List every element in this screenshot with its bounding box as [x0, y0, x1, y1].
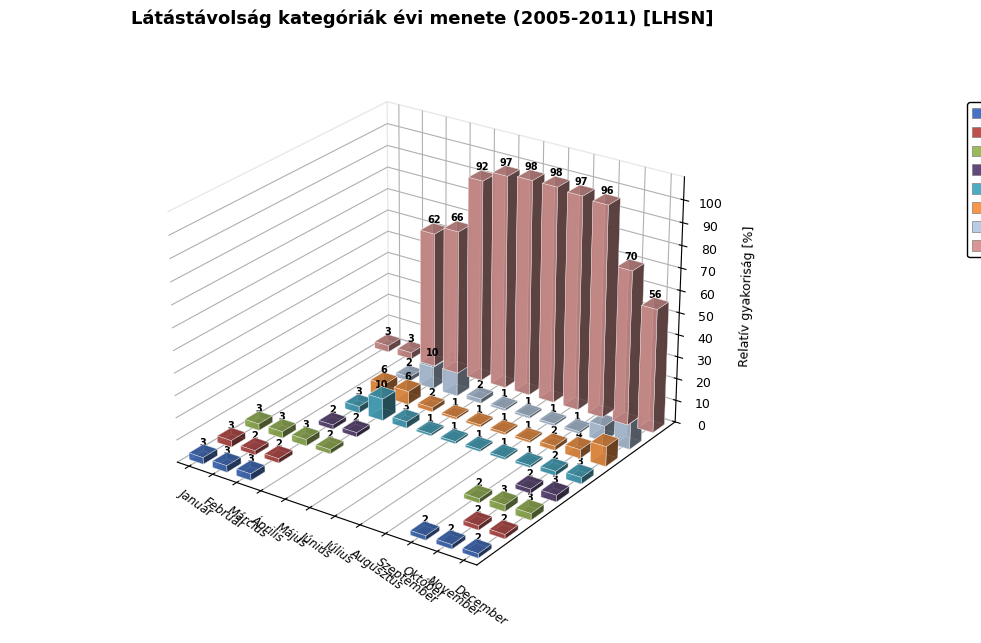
Legend: ≤ 150 m, 150 m < vis ≤ 350 m, 350 m < vis ≤ 600 m, 600 m < vis ≤ 800 m, 800 m < : ≤ 150 m, 150 m < vis ≤ 350 m, 350 m < vi… — [967, 102, 981, 257]
Title: Látástávolság kategóriák évi menete (2005-2011) [LHSN]: Látástávolság kategóriák évi menete (200… — [130, 10, 713, 28]
